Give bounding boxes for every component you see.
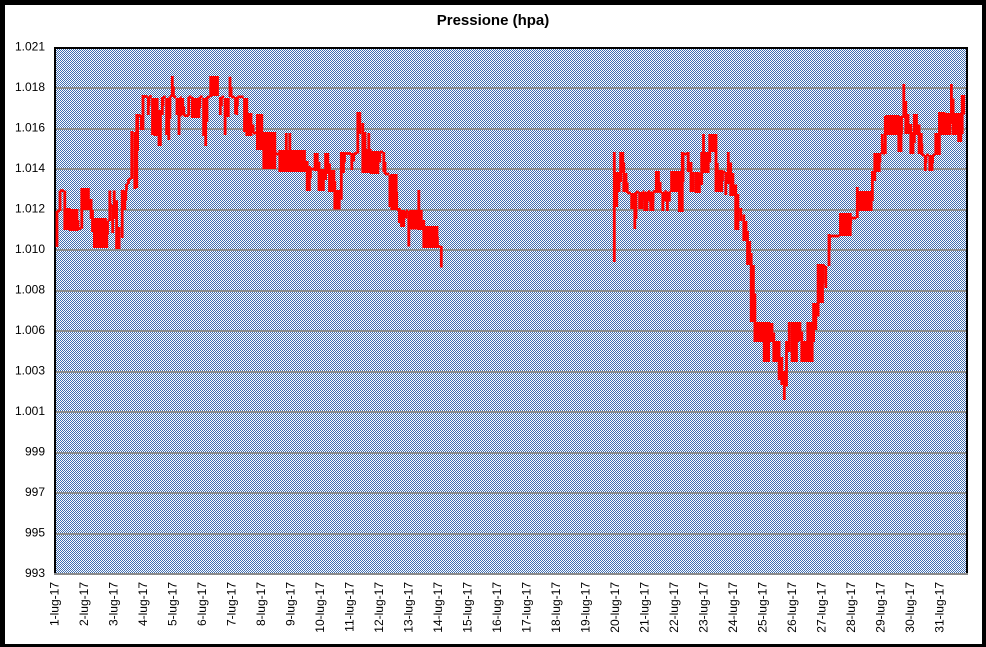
svg-text:20-lug-17: 20-lug-17: [608, 582, 622, 633]
svg-text:12-lug-17: 12-lug-17: [372, 582, 386, 633]
svg-text:24-lug-17: 24-lug-17: [726, 582, 740, 633]
svg-text:29-lug-17: 29-lug-17: [874, 582, 888, 633]
svg-text:6-lug-17: 6-lug-17: [195, 582, 209, 626]
svg-text:1.008: 1.008: [15, 283, 45, 297]
svg-text:5-lug-17: 5-lug-17: [166, 582, 180, 626]
svg-text:1.003: 1.003: [15, 364, 45, 378]
svg-text:1.014: 1.014: [15, 161, 45, 175]
svg-text:23-lug-17: 23-lug-17: [697, 582, 711, 633]
svg-text:1.012: 1.012: [15, 202, 45, 216]
svg-text:13-lug-17: 13-lug-17: [402, 582, 416, 633]
svg-text:7-lug-17: 7-lug-17: [225, 582, 239, 626]
svg-text:997: 997: [25, 485, 45, 499]
svg-text:28-lug-17: 28-lug-17: [844, 582, 858, 633]
svg-text:999: 999: [25, 445, 45, 459]
svg-text:995: 995: [25, 526, 45, 540]
svg-text:21-lug-17: 21-lug-17: [638, 582, 652, 633]
svg-text:26-lug-17: 26-lug-17: [785, 582, 799, 633]
svg-text:31-lug-17: 31-lug-17: [933, 582, 947, 633]
svg-text:27-lug-17: 27-lug-17: [815, 582, 829, 633]
svg-text:3-lug-17: 3-lug-17: [107, 582, 121, 626]
svg-text:18-lug-17: 18-lug-17: [549, 582, 563, 633]
svg-text:1.010: 1.010: [15, 242, 45, 256]
svg-text:8-lug-17: 8-lug-17: [254, 582, 268, 626]
svg-text:1.006: 1.006: [15, 323, 45, 337]
svg-text:11-lug-17: 11-lug-17: [343, 582, 357, 632]
svg-text:16-lug-17: 16-lug-17: [490, 582, 504, 633]
svg-text:1.016: 1.016: [15, 121, 45, 135]
svg-text:1.018: 1.018: [15, 80, 45, 94]
svg-text:1.021: 1.021: [15, 40, 45, 54]
svg-text:4-lug-17: 4-lug-17: [136, 582, 150, 626]
svg-text:17-lug-17: 17-lug-17: [520, 582, 534, 633]
svg-text:30-lug-17: 30-lug-17: [903, 582, 917, 633]
svg-text:14-lug-17: 14-lug-17: [431, 582, 445, 633]
svg-text:1.001: 1.001: [15, 404, 45, 418]
svg-text:9-lug-17: 9-lug-17: [284, 582, 298, 626]
svg-text:22-lug-17: 22-lug-17: [667, 582, 681, 633]
svg-text:25-lug-17: 25-lug-17: [756, 582, 770, 633]
svg-text:10-lug-17: 10-lug-17: [313, 582, 327, 633]
svg-text:1-lug-17: 1-lug-17: [48, 582, 62, 626]
svg-text:15-lug-17: 15-lug-17: [461, 582, 475, 633]
svg-text:2-lug-17: 2-lug-17: [77, 582, 91, 626]
svg-text:Pressione (hpa): Pressione (hpa): [437, 12, 550, 29]
svg-text:19-lug-17: 19-lug-17: [579, 582, 593, 633]
svg-text:993: 993: [25, 566, 45, 580]
